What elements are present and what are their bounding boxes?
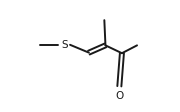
Text: S: S [61, 40, 68, 50]
Text: O: O [115, 91, 123, 101]
